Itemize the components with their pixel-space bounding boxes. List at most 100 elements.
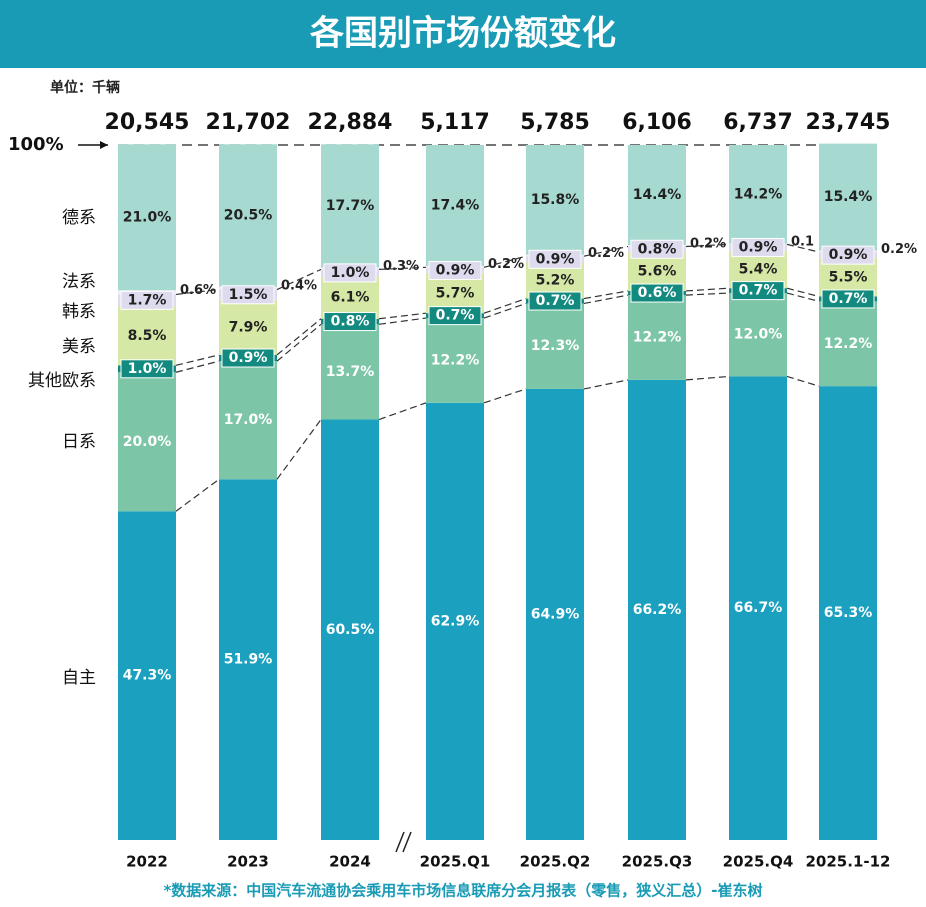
label-box	[630, 283, 684, 303]
connector	[583, 379, 629, 390]
label-box	[428, 306, 482, 326]
x-tick-label: 2025.1-12	[806, 853, 891, 871]
bar-segment	[729, 376, 787, 840]
value-label: 60.5%	[326, 622, 375, 638]
connector	[276, 323, 322, 362]
connector	[786, 292, 820, 302]
value-label: 6.1%	[331, 290, 370, 306]
value-label: 1.5%	[229, 287, 268, 303]
series-name: 德系	[62, 208, 96, 228]
bar-segment	[426, 318, 484, 403]
value-label: 1.0%	[331, 265, 370, 281]
axis-break	[395, 831, 412, 853]
bar-segment	[118, 144, 176, 291]
series-name: 韩系	[62, 302, 96, 322]
value-label: 62.9%	[431, 613, 480, 629]
bar-segment	[321, 144, 379, 268]
series-name: 自主	[62, 668, 96, 688]
value-label: 0.2%	[690, 236, 726, 251]
value-label: 12.2%	[824, 336, 873, 352]
label-box	[428, 260, 482, 280]
x-tick-label: 2022	[126, 853, 168, 871]
series-name: 美系	[62, 337, 96, 357]
connector	[483, 302, 527, 319]
value-label: 64.9%	[531, 606, 580, 622]
bar-segment	[729, 293, 787, 377]
connector	[276, 419, 322, 480]
series-name: 法系	[62, 272, 96, 292]
bar-segment	[426, 145, 484, 266]
value-label: 0.2%	[588, 246, 624, 261]
value-label: 0.9%	[536, 251, 575, 267]
bar-segment	[219, 144, 277, 287]
total-label: 5,785	[520, 110, 590, 135]
total-label: 5,117	[420, 110, 490, 135]
value-label: 20.5%	[224, 208, 273, 224]
connector	[175, 360, 220, 373]
break-mark	[395, 831, 405, 853]
bar-segment	[321, 276, 379, 319]
label-box	[528, 249, 582, 269]
value-label: 5.2%	[536, 273, 575, 289]
label-box	[821, 289, 875, 309]
bar-segment	[526, 145, 584, 255]
series-name: 其他欧系	[28, 371, 96, 391]
tick-arrowhead	[100, 141, 108, 149]
total-label: 21,702	[206, 110, 291, 135]
value-label: 0.8%	[638, 241, 677, 257]
bar-segment	[118, 372, 176, 512]
value-label: 1.7%	[128, 292, 167, 308]
bar-segment	[219, 479, 277, 840]
unit-label: 单位：千辆	[50, 79, 120, 96]
value-label: 7.9%	[229, 319, 268, 335]
value-label: 66.2%	[633, 602, 682, 618]
bar-segment	[729, 145, 787, 244]
x-tick-label: 2025.Q2	[520, 853, 591, 871]
value-label: 14.4%	[633, 187, 682, 203]
bar-segment	[118, 511, 176, 840]
value-label: 5.4%	[739, 261, 778, 277]
connector	[685, 243, 730, 248]
value-label: 15.8%	[531, 192, 580, 208]
x-tick-label: 2023	[227, 853, 269, 871]
connector	[483, 255, 527, 268]
label-box	[323, 312, 377, 332]
bar-segment	[819, 301, 877, 387]
bar-segment	[628, 295, 686, 380]
value-label: 0.3%	[383, 259, 419, 274]
connector	[175, 478, 220, 512]
label-box	[221, 348, 275, 368]
value-label: 0.7%	[536, 293, 575, 309]
connector	[378, 402, 427, 421]
value-label: 20.0%	[123, 434, 172, 450]
connector	[276, 268, 322, 291]
connector	[378, 317, 427, 325]
value-label: 12.2%	[431, 352, 480, 368]
value-label: 17.7%	[326, 198, 375, 214]
value-label: 1.0%	[128, 361, 167, 377]
value-label: 0.8%	[331, 314, 370, 330]
value-label: 12.0%	[734, 327, 783, 343]
x-tick-label: 2025.Q3	[622, 853, 693, 871]
connector	[786, 375, 820, 387]
x-tick-label: 2025.Q1	[420, 853, 491, 871]
connector	[583, 290, 629, 300]
value-label: 15.4%	[824, 189, 873, 205]
value-label: 0.1	[791, 235, 814, 250]
value-label: 0.2%	[488, 257, 524, 272]
label-box	[630, 239, 684, 259]
label-box	[731, 238, 785, 258]
bar-segment	[426, 402, 484, 840]
bar-segment	[219, 299, 277, 355]
bar-segment	[628, 145, 686, 246]
value-label: 0.6%	[180, 283, 216, 298]
value-label: 65.3%	[824, 605, 873, 621]
bar-segment	[219, 361, 277, 480]
label-box	[221, 285, 275, 305]
total-label: 22,884	[308, 110, 393, 135]
connector	[378, 312, 427, 320]
bar-segment	[819, 386, 877, 840]
connector	[786, 243, 820, 253]
bar-segment	[118, 306, 176, 366]
